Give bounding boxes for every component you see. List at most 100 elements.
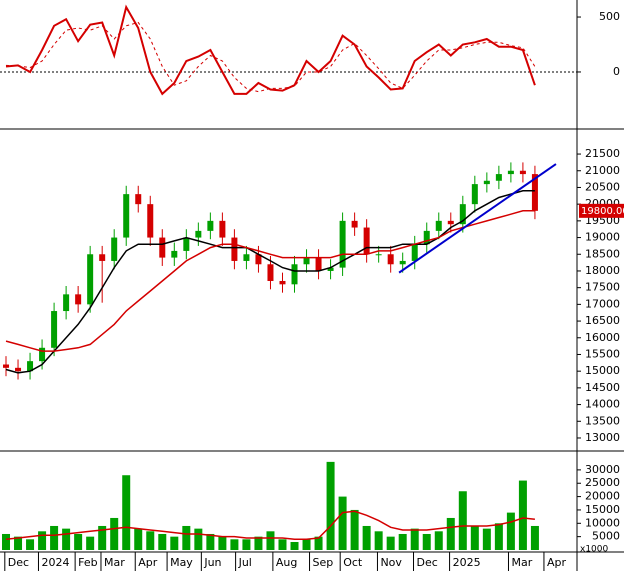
volume-bar xyxy=(230,539,239,550)
volume-bar xyxy=(110,517,119,550)
volume-bar xyxy=(530,525,539,550)
candle-body xyxy=(51,311,58,348)
candle-body xyxy=(183,237,190,251)
candle-body xyxy=(411,244,418,261)
candle-body xyxy=(147,204,154,238)
volume-bar xyxy=(242,539,251,550)
candle-body xyxy=(435,220,442,231)
candle-body xyxy=(267,264,274,281)
x-tick-label: Mar xyxy=(511,556,532,569)
volume-bar xyxy=(278,539,287,550)
x-tick-label: Apr xyxy=(547,556,567,569)
series-line xyxy=(5,210,535,352)
y-tick-label: 15000 xyxy=(585,364,620,377)
candle-body xyxy=(171,250,178,258)
y-tick-label: 30000 xyxy=(585,463,620,476)
volume-bar xyxy=(14,536,23,550)
candle-body xyxy=(363,227,370,255)
volume-bar xyxy=(350,509,359,550)
x-tick-label: Sep xyxy=(313,556,334,569)
candle-body xyxy=(447,220,454,225)
y-tick-label: 25000 xyxy=(585,476,620,489)
x-tick-label: May xyxy=(170,556,193,569)
candle-body xyxy=(531,174,538,211)
trend-line xyxy=(398,163,557,274)
candle-body xyxy=(123,194,130,238)
y-tick-label: 13500 xyxy=(585,414,620,427)
volume-bar xyxy=(422,533,431,550)
candle-body xyxy=(255,254,262,265)
volume-bar xyxy=(86,536,95,550)
volume-bar xyxy=(290,541,299,550)
candle-body xyxy=(243,254,250,261)
candle-body xyxy=(219,220,226,238)
volume-bar xyxy=(74,533,83,550)
series-line xyxy=(5,4,536,96)
y-tick-label: 500 xyxy=(599,10,620,23)
candle-body xyxy=(387,254,394,265)
volume-bar xyxy=(302,539,311,550)
candle-body xyxy=(459,204,466,225)
x-tick-label: Dec xyxy=(8,556,29,569)
candle-body xyxy=(303,257,310,265)
candle-body xyxy=(111,237,118,261)
x-tick-label: Apr xyxy=(138,556,158,569)
y-tick-label: 21000 xyxy=(585,164,620,177)
volume-bar xyxy=(338,496,347,550)
y-tick-label: 18500 xyxy=(585,247,620,260)
volume-bar xyxy=(62,528,71,550)
candle-body xyxy=(351,220,358,228)
candle-body xyxy=(471,184,478,205)
y-tick-label: 16000 xyxy=(585,331,620,344)
candle-body xyxy=(519,170,526,175)
x-tick-label: 2025 xyxy=(453,556,481,569)
candle-body xyxy=(483,180,490,185)
y-tick-label: 15500 xyxy=(585,347,620,360)
volume-bar xyxy=(314,536,323,550)
volume-bar xyxy=(122,475,131,550)
candle-body xyxy=(87,254,94,305)
x-tick-label: Jul xyxy=(238,556,252,569)
series-line xyxy=(5,510,535,541)
volume-bar xyxy=(266,531,275,550)
y-tick-label: 10000 xyxy=(585,516,620,529)
x-tick-label: Aug xyxy=(276,556,297,569)
candle-body xyxy=(231,237,238,261)
volume-bar xyxy=(206,533,215,550)
volume-bar xyxy=(2,533,11,550)
volume-bar xyxy=(398,533,407,550)
x-tick-label: 2024 xyxy=(41,556,69,569)
y-tick-label: 21500 xyxy=(585,147,620,160)
volume-bar xyxy=(218,536,227,550)
y-tick-label: 14000 xyxy=(585,398,620,411)
x-tick-label: Jun xyxy=(203,556,221,569)
candle-body xyxy=(63,294,70,312)
volume-bar xyxy=(98,525,107,550)
candle-body xyxy=(327,267,334,271)
last-price-label: 19800.00 xyxy=(581,206,624,217)
y-tick-label: 0 xyxy=(613,65,620,78)
volume-bar xyxy=(146,531,155,550)
x-tick-label: Dec xyxy=(417,556,438,569)
volume-bar xyxy=(506,512,515,550)
volume-bar xyxy=(134,528,143,550)
candle-body xyxy=(207,220,214,231)
candle-body xyxy=(159,237,166,258)
volume-bar xyxy=(446,517,455,550)
volume-bar xyxy=(158,533,167,550)
y-tick-label: 18000 xyxy=(585,264,620,277)
y-tick-label: 17000 xyxy=(585,297,620,310)
volume-bar xyxy=(194,528,203,550)
candle-body xyxy=(291,264,298,285)
y-tick-label: 14500 xyxy=(585,381,620,394)
volume-bar xyxy=(374,531,383,550)
y-tick-label: 20000 xyxy=(585,490,620,503)
candle-body xyxy=(15,367,22,372)
volume-bar xyxy=(182,525,191,550)
volume-bar xyxy=(458,491,467,550)
candle-body xyxy=(399,260,406,265)
volume-bar xyxy=(326,461,335,550)
x-tick-label: Mar xyxy=(104,556,125,569)
